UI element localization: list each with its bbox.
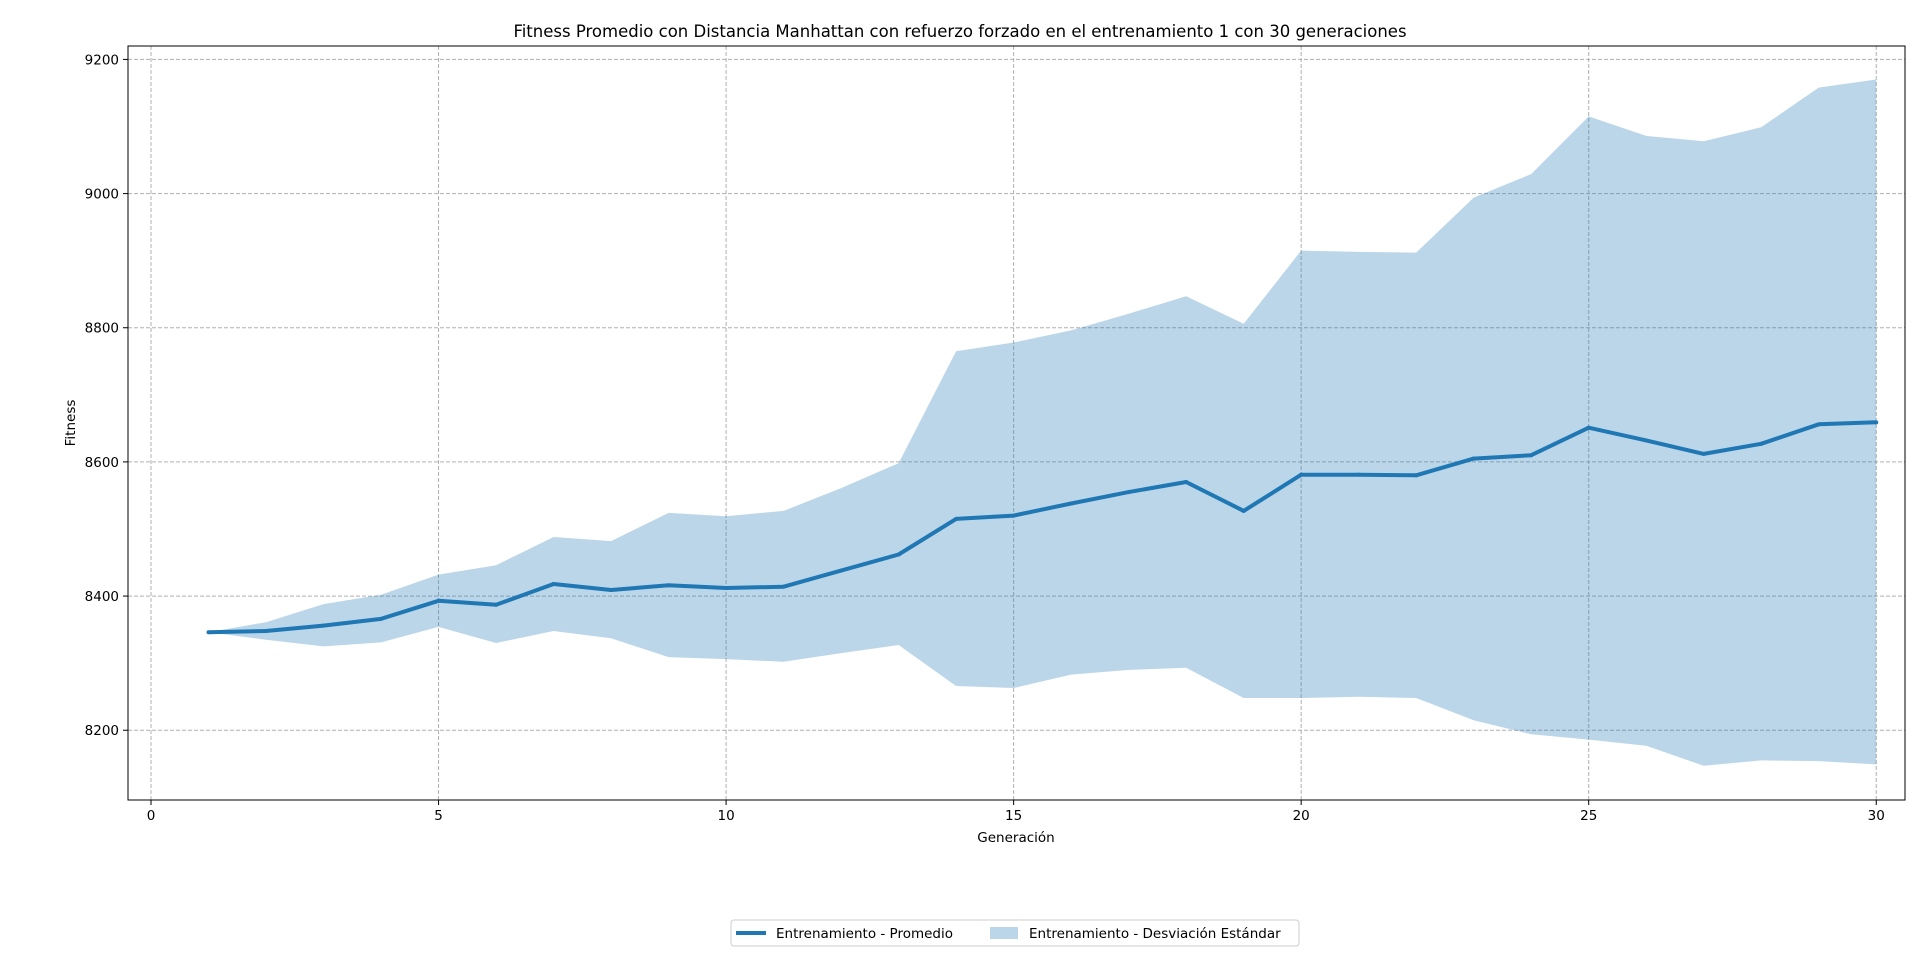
mean-point (724, 586, 729, 591)
x-tick-label: 30 (1868, 808, 1885, 824)
mean-point (1126, 490, 1131, 495)
mean-point (1816, 422, 1821, 427)
y-tick-label: 8600 (85, 455, 119, 471)
legend-label-desviacion: Entrenamiento - Desviación Estándar (1029, 926, 1281, 942)
y-axis-ticks: 8200 8400 8600 8800 9000 9200 (85, 52, 128, 739)
mean-point (1069, 501, 1074, 506)
x-tick-label: 15 (1005, 808, 1022, 824)
grid (128, 46, 1905, 800)
x-tick-label: 0 (147, 808, 156, 824)
x-axis-ticks: 0 5 10 15 20 25 30 (147, 800, 1885, 824)
mean-point (1644, 438, 1649, 443)
legend-label-promedio: Entrenamiento - Promedio (776, 926, 953, 942)
mean-point (1184, 480, 1189, 485)
mean-point (264, 628, 269, 633)
x-axis-label: Generación (977, 830, 1054, 846)
plot-area (206, 79, 1879, 766)
x-tick-label: 20 (1293, 808, 1310, 824)
mean-point (551, 581, 556, 586)
mean-point (321, 623, 326, 628)
legend: Entrenamiento - Promedio Entrenamiento -… (730, 919, 1300, 947)
mean-point (379, 616, 384, 621)
x-tick-label: 5 (434, 808, 443, 824)
mean-point (494, 602, 499, 607)
mean-point (1471, 456, 1476, 461)
chart-title: Fitness Promedio con Distancia Manhattan… (513, 22, 1406, 41)
mean-point (1011, 513, 1016, 518)
y-tick-label: 9200 (85, 52, 119, 68)
legend-swatch-band (990, 927, 1018, 939)
mean-point (1874, 420, 1879, 425)
y-tick-label: 9000 (85, 187, 119, 203)
mean-point (1356, 472, 1361, 477)
plot-frame (127, 45, 1906, 801)
mean-point (1414, 473, 1419, 478)
y-tick-label: 8400 (85, 589, 119, 605)
x-tick-label: 25 (1580, 808, 1597, 824)
mean-point (896, 552, 901, 557)
mean-point (954, 516, 959, 521)
mean-point (436, 598, 441, 603)
mean-point (609, 588, 614, 593)
y-tick-label: 8800 (85, 321, 119, 337)
mean-line (208, 420, 1877, 635)
mean-point (1299, 472, 1304, 477)
mean-point (206, 630, 211, 635)
mean-point (666, 583, 671, 588)
mean-point (1241, 508, 1246, 513)
x-tick-label: 10 (717, 808, 734, 824)
mean-point (1701, 451, 1706, 456)
y-tick-label: 8200 (85, 723, 119, 739)
legend-frame (730, 919, 1300, 947)
mean-point (1529, 453, 1534, 458)
y-axis-label: Fitness (63, 400, 79, 447)
mean-point (1759, 441, 1764, 446)
mean-point (839, 568, 844, 573)
mean-point (781, 584, 786, 589)
std-dev-band (208, 79, 1877, 766)
mean-point (1586, 425, 1591, 430)
